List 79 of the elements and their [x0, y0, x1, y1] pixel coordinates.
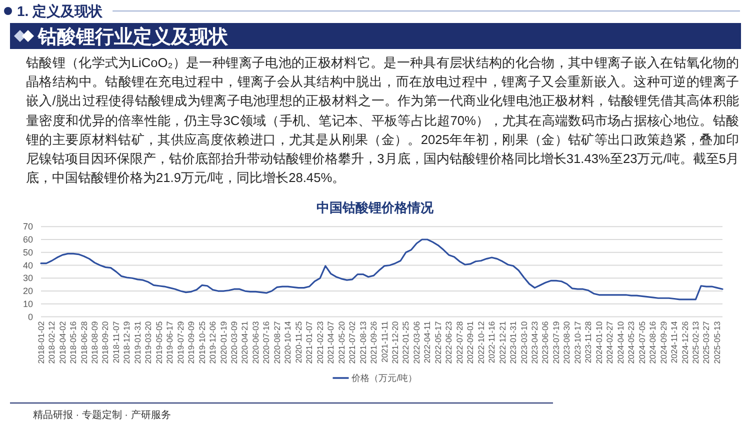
x-tick-label: 2022-10-12: [476, 320, 486, 364]
x-tick-label: 2022-07-28: [454, 320, 464, 364]
x-tick-label: 2018-02-12: [46, 320, 57, 364]
x-tick-label: 2021-08-13: [358, 320, 368, 364]
y-tick-label: 10: [22, 299, 33, 310]
x-tick-label: 2023-11-28: [583, 320, 594, 364]
x-tick-label: 2020-07-16: [261, 320, 272, 364]
chart-title: 中国钴酸锂价格情况: [316, 200, 434, 215]
x-tick-label: 2019-12-06: [208, 320, 218, 364]
x-tick-label: 2023-07-19: [550, 320, 561, 364]
x-tick-label: 2021-11-11: [379, 320, 390, 363]
x-tick-label: 2021-02-23: [314, 320, 325, 364]
y-tick-label: 50: [22, 247, 33, 258]
x-tick-label: 2019-01-31: [132, 320, 142, 364]
x-tick-label: 2025-03-27: [701, 320, 712, 364]
x-tick-label: 2018-11-07: [110, 320, 121, 364]
x-tick-label: 2023-06-06: [540, 320, 550, 364]
x-tick-label: 2020-11-25: [293, 320, 304, 364]
x-tick-label: 2025-05-13: [712, 320, 722, 364]
x-tick-label: 2024-12-26: [680, 320, 690, 364]
x-tick-label: 2018-01-02: [36, 320, 46, 364]
x-tick-label: 2023-10-17: [572, 320, 582, 364]
x-tick-label: 2020-10-14: [282, 320, 293, 364]
x-tick-label: 2018-04-02: [57, 320, 68, 364]
x-tick-label: 2020-03-09: [229, 320, 240, 364]
x-tick-label: 2022-12-21: [497, 320, 508, 364]
x-tick-label: 2019-05-05: [154, 320, 164, 364]
x-tick-label: 2022-05-17: [432, 320, 443, 364]
x-tick-label: 2023-03-10: [518, 320, 529, 364]
x-tick-label: 2024-04-10: [615, 320, 626, 364]
text: 精品研报 · 专题定制 · 产研服务: [33, 409, 171, 421]
x-tick-label: 2018-12-19: [122, 320, 132, 364]
y-tick-label: 0: [28, 312, 33, 322]
x-tick-label: 2019-03-20: [143, 320, 154, 364]
x-tick-label: 2024-11-14: [669, 320, 680, 364]
x-tick-label: 2020-06-03: [250, 320, 260, 364]
x-tick-label: 2018-06-28: [78, 320, 89, 364]
line-series: [40, 238, 724, 300]
x-tick-label: 2024-09-29: [658, 320, 668, 364]
x-tick-label: 2018-08-09: [89, 320, 100, 364]
x-tick-label: 2025-02-13: [690, 320, 700, 364]
x-tick-label: 2021-01-07: [304, 320, 314, 364]
x-tick-label: 2022-03-06: [411, 320, 422, 364]
x-tick-label: 2023-08-30: [562, 320, 572, 364]
x-tick-label: 2024-08-16: [648, 320, 658, 364]
y-tick-label: 40: [22, 260, 33, 270]
x-tick-label: 2024-02-27: [604, 320, 615, 364]
x-tick-label: 2021-09-26: [368, 320, 379, 364]
x-tick-label: 2021-05-20: [336, 320, 346, 364]
x-tick-label: 2020-08-27: [272, 320, 282, 364]
x-tick-label: 2022-11-16: [486, 320, 497, 364]
x-tick-label: 2019-06-17: [164, 320, 175, 364]
x-tick-label: 2019-07-29: [175, 320, 186, 364]
x-tick-label: 2022-09-01: [465, 320, 476, 364]
x-tick-label: 2022-04-11: [422, 320, 432, 364]
x-tick-label: 2019-09-09: [186, 320, 196, 364]
text: 钴酸锂行业定义及现状: [37, 26, 229, 48]
x-tick-label: 2021-04-07: [326, 320, 336, 364]
y-tick-label: 70: [22, 222, 33, 232]
y-tick-label: 30: [22, 273, 33, 284]
text: 钴酸锂（化学式为LiCoO₂）是一种锂离子电池的正极材料它。是一种具有层状结构的化合物，其中锂离子嵌入在钴氧化物的晶格结构中。钴酸锂在充电过程中，锂离子会从其结构中脱出，而在放电过程中，锂离子又会重新嵌入。这种可逆的锂离子嵌入/脱出过程使得钴酸锂成为锂离子电池理想的正极材料之一。作为第一代商业化锂电池正极材料，钴酸锂凭借其高体积能量密度和优异的倍率性能，仍主导3C领域（手机、笔记本、平板等占比超70%），尤其在高端数码市场占据核心地位。钴酸锂的主要原材料钴矿，其供应高度依赖进口，尤其是从刚果（金）。2025年年初，刚果（金）钴矿等出口政策趋紧，叠加印尼镍钴项目因环保限产，钴价底部抬升带动钴酸锂价格攀升，3月底，国内钴酸锂价格同比增长31.43%至23万元/吨。截至5月底，中国钴酸锂价格为21.9万元/吨，同比增长28.45%。: [26, 54, 739, 188]
x-tick-label: 2024-01-10: [594, 320, 604, 364]
x-tick-label: 2021-12-20: [390, 320, 400, 364]
x-tick-label: 2023-01-31: [508, 320, 518, 364]
x-tick-label: 2018-09-20: [100, 320, 110, 364]
x-tick-label: 2024-07-05: [636, 320, 647, 364]
legend-label: 价格（万元/吨）: [350, 373, 418, 384]
y-tick-label: 60: [22, 234, 33, 245]
x-tick-label: 2024-05-23: [626, 320, 636, 364]
text: 1. 定义及现状: [17, 3, 104, 19]
x-tick-label: 2019-10-25: [196, 320, 207, 364]
x-tick-label: 2018-05-16: [68, 320, 78, 364]
y-tick-label: 20: [22, 286, 33, 296]
x-tick-label: 2021-07-02: [347, 320, 358, 364]
x-tick-label: 2022-01-25: [400, 320, 411, 364]
x-tick-label: 2020-04-21: [240, 320, 250, 364]
x-tick-label: 2022-06-23: [444, 320, 454, 364]
x-tick-label: 2023-04-23: [530, 320, 540, 364]
x-tick-label: 2020-01-19: [218, 320, 228, 364]
